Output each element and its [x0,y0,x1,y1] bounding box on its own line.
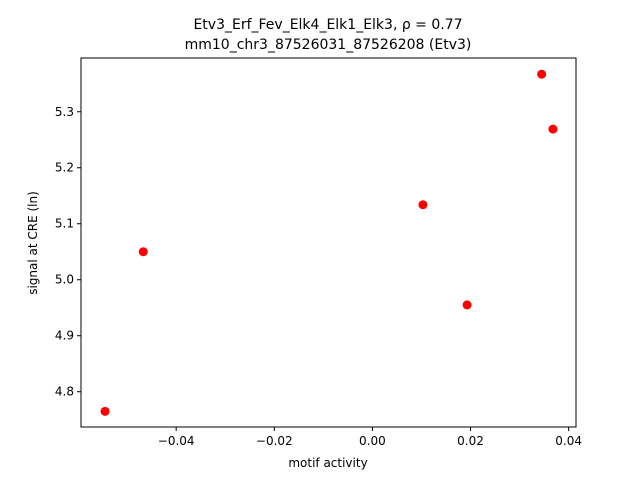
plot-area [80,57,577,428]
data-points [100,69,558,416]
x-tick-label: −0.04 [158,434,195,448]
data-point [418,200,428,210]
data-point [100,406,110,416]
x-axis-ticks: −0.04 −0.02 0.00 0.02 0.04 [158,427,582,448]
data-point [548,124,558,134]
y-tick-label: 5.1 [55,217,74,231]
y-axis-label: signal at CRE (ln) [26,191,40,295]
y-tick-label: 4.9 [55,329,74,343]
y-tick-label: 5.2 [55,161,74,175]
y-axis-ticks: 4.8 4.9 5.0 5.1 5.2 5.3 [55,105,81,399]
chart-title-line1: Etv3_Erf_Fev_Elk4_Elk1_Elk3, ρ = 0.77 [193,17,462,33]
y-tick-label: 5.3 [55,105,74,119]
y-tick-label: 5.0 [55,273,74,287]
data-point [138,247,148,257]
y-tick-label: 4.8 [55,385,74,399]
x-tick-label: 0.04 [555,434,582,448]
data-point [537,69,547,79]
x-tick-label: 0.02 [457,434,484,448]
x-axis-label: motif activity [288,456,367,470]
x-tick-label: −0.02 [256,434,293,448]
data-point [462,300,472,310]
x-tick-label: 0.00 [359,434,386,448]
chart-title-line2: mm10_chr3_87526031_87526208 (Etv3) [185,37,472,53]
axes-frame [80,57,577,428]
